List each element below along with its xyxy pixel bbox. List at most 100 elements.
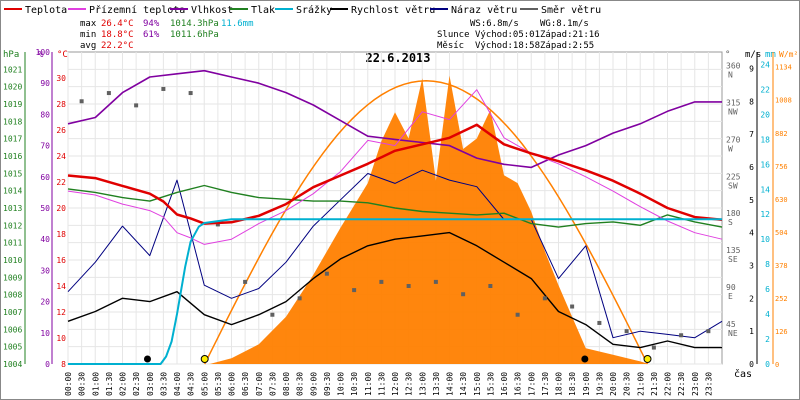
sunrise-marker <box>200 355 209 363</box>
solar-tick-label: 630 <box>775 196 788 204</box>
axis-unit-hpa: hPa <box>3 50 19 60</box>
time-tick-label: 10:00 <box>337 372 346 396</box>
stats-block: max 26.4°C 94% 1014.3hPa 11.6mm min 18.8… <box>80 19 254 51</box>
wind-direction-dot <box>406 284 411 288</box>
legend-item-prizemni-teplota: Přízemní teplota <box>68 4 185 16</box>
axis-unit-celsius: °C <box>57 50 68 60</box>
direction-degree-label: 360 <box>726 61 741 70</box>
direction-degree-label: 225 <box>726 172 741 181</box>
time-tick-label: 17:30 <box>541 372 550 396</box>
solar-tick-label: 882 <box>775 130 788 138</box>
time-tick-label: 12:30 <box>405 372 414 396</box>
temperature-line <box>67 123 723 225</box>
sunset-marker <box>643 355 652 363</box>
hpa-tick-label: 1005 <box>3 343 22 352</box>
time-tick-label: 05:30 <box>214 372 223 396</box>
axis-unit-degree: ° <box>725 50 730 60</box>
direction-compass-label: NW <box>728 107 738 116</box>
time-tick-label: 04:00 <box>173 372 182 396</box>
time-tick-label: 19:00 <box>582 372 591 396</box>
wind-speed-tick-label: 6 <box>749 163 754 172</box>
time-tick-label: 06:00 <box>228 372 237 396</box>
temperature-tick-label: 24 <box>56 152 66 161</box>
axis-unit-percent: % <box>38 50 44 60</box>
solar-tick-label: 1008 <box>775 97 792 105</box>
moon-set-text: Západ:2:55 <box>540 41 594 51</box>
legend-item-srazky: Srážky <box>275 4 332 16</box>
stats-max-rain: 11.6mm <box>221 19 254 29</box>
time-tick-label: 07:00 <box>255 372 264 396</box>
temperature-tick-label: 22 <box>56 178 66 187</box>
wind-speed-tick-label: 2 <box>749 294 754 303</box>
direction-compass-label: E <box>728 292 733 301</box>
time-tick-label: 12:00 <box>391 372 400 396</box>
time-tick-label: 10:30 <box>350 372 359 396</box>
time-tick-label: 11:00 <box>364 372 373 396</box>
wind-speed-tick-label: 8 <box>749 97 754 106</box>
wind-gust-line <box>67 169 723 339</box>
time-tick-label: 23:30 <box>704 372 713 396</box>
hpa-tick-label: 1016 <box>3 152 22 161</box>
rain-tick-label: 2 <box>765 335 770 344</box>
wind-direction-dot <box>379 279 384 284</box>
direction-compass-label: N <box>728 70 733 79</box>
wind-direction-dot <box>324 271 329 276</box>
pressure-line <box>67 184 723 228</box>
solar-tick-label: 1134 <box>775 64 792 72</box>
wind-direction-dot <box>188 91 193 96</box>
time-tick-label: 16:30 <box>514 372 523 396</box>
hpa-tick-label: 1010 <box>3 256 22 265</box>
temperature-tick-label: 8 <box>61 360 66 369</box>
direction-degree-label: 135 <box>726 246 741 255</box>
direction-compass-label: NE <box>728 329 738 338</box>
time-tick-label: 15:00 <box>473 372 482 396</box>
temperature-tick-label: 30 <box>56 74 66 83</box>
time-tick-label: 13:30 <box>432 372 441 396</box>
temperature-tick-label: 12 <box>56 308 66 317</box>
time-tick-label: 01:00 <box>91 372 100 396</box>
humidity-tick-label: 80 <box>40 110 50 119</box>
wind-speed-tick-label: 0 <box>749 360 754 369</box>
solar-max-curve <box>204 80 649 365</box>
time-tick-label: 05:00 <box>200 372 209 396</box>
rain-tick-label: 0 <box>765 360 770 369</box>
solar-tick-label: 0 <box>775 361 779 369</box>
legend-label: Směr větru <box>541 4 601 16</box>
direction-compass-label: S <box>728 218 733 227</box>
wind-speed-tick-label: 1 <box>749 327 754 336</box>
time-tick-label: 07:30 <box>268 372 277 396</box>
hpa-tick-label: 1013 <box>3 204 22 213</box>
hpa-tick-label: 1019 <box>3 100 22 109</box>
sun-label: Slunce <box>437 30 470 40</box>
hpa-tick-label: 1015 <box>3 169 22 178</box>
time-tick-label: 04:30 <box>187 372 196 396</box>
wind-direction-dot <box>488 284 493 288</box>
wind-speed-text: WS:6.8m/s <box>470 19 519 29</box>
wind-gust-text: WG:8.1m/s <box>540 19 589 29</box>
humidity-tick-label: 0 <box>45 360 50 369</box>
hpa-tick-label: 1004 <box>3 360 22 369</box>
axis-unit-mm: mm <box>765 50 776 60</box>
hpa-tick-label: 1011 <box>3 239 22 248</box>
direction-degree-label: 180 <box>726 209 741 218</box>
stats-min-press: 1011.6hPa <box>170 30 219 40</box>
wind-direction-dot <box>433 279 438 284</box>
wind-direction-dot <box>270 312 275 317</box>
hpa-tick-label: 1021 <box>3 65 22 74</box>
time-tick-label: 22:00 <box>664 372 673 396</box>
direction-degree-label: 90 <box>726 283 736 292</box>
legend-item-tlak: Tlak <box>230 5 275 16</box>
rain-tick-label: 6 <box>765 285 770 294</box>
wind-direction-dot <box>461 292 466 297</box>
humidity-tick-label: 50 <box>40 204 50 213</box>
time-axis-label: čas <box>734 368 752 380</box>
ground-temperature-line <box>67 89 723 245</box>
humidity-tick-label: 20 <box>40 298 50 307</box>
wind-direction-dot <box>597 320 602 325</box>
time-tick-label: 15:30 <box>486 372 495 396</box>
right-axes: 360N315NW270W225SW180S135SE90E45NE987654… <box>726 52 792 369</box>
time-tick-label: 14:00 <box>446 372 455 396</box>
rain-tick-label: 14 <box>760 185 770 194</box>
time-tick-label: 20:30 <box>623 372 632 396</box>
